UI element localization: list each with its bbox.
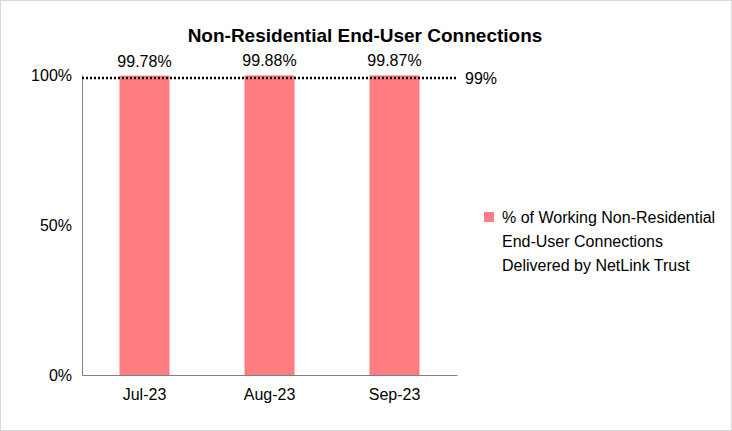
data-label: 99.78% [117,53,171,70]
legend-label-line: % of Working Non-Residential [502,209,715,226]
y-axis-line [82,76,83,376]
reference-line [82,77,457,80]
legend-label: % of Working Non-Residential End-User Con… [502,209,715,274]
legend-label-line: End-User Connections [502,233,663,250]
x-tick: Sep-23 [369,375,421,403]
data-labels: 99.78% 99.88% 99.87% [117,52,421,69]
x-axis-line [83,375,458,376]
bar [245,75,295,375]
legend-label-line: Delivered by NetLink Trust [502,257,690,274]
x-axis: Jul-23 Aug-23 Sep-23 [83,375,458,403]
y-tick-label: 100% [31,67,72,84]
legend-swatch [484,212,494,222]
x-tick-label: Jul-23 [123,386,167,403]
y-tick: 50% [40,217,82,234]
y-tick-label: 50% [40,217,72,234]
bar [120,76,170,375]
chart-border [1,1,732,431]
data-label: 99.87% [367,52,421,69]
reference-label: 99% [465,70,497,87]
y-tick: 0% [49,367,82,384]
x-tick: Aug-23 [244,375,296,403]
title: Non-Residential End-User Connections [188,25,543,46]
x-tick-label: Sep-23 [369,386,421,403]
y-axis: 0% 50% 100% [31,67,82,384]
data-label: 99.88% [242,52,296,69]
y-tick-label: 0% [49,367,72,384]
legend: % of Working Non-Residential End-User Con… [484,209,715,274]
x-tick: Jul-23 [123,375,167,403]
chart: Non-Residential End-User Connections 0% 50… [0,0,732,431]
bars [120,75,420,375]
y-tick: 100% [31,67,82,84]
bar [370,75,420,375]
x-tick-label: Aug-23 [244,386,296,403]
